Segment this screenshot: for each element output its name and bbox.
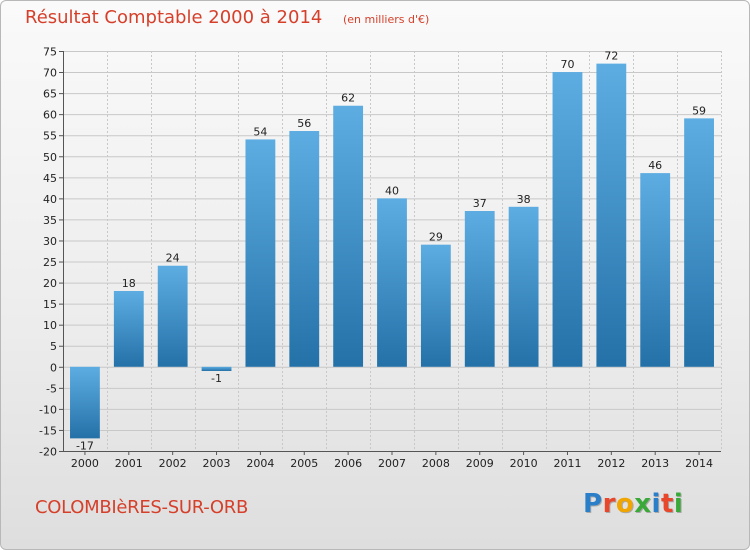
bar-2000 (70, 366, 100, 439)
x-tick-label: 2001 (115, 457, 143, 470)
y-tick-label: 55 (43, 130, 57, 143)
logo-letter: o (615, 489, 635, 519)
bar-2004 (245, 139, 276, 367)
x-tick-label: 2000 (71, 457, 99, 470)
bar-2003 (201, 366, 232, 371)
x-tick-label: 2005 (290, 457, 318, 470)
logo-letter: x (634, 489, 652, 519)
data-label: 62 (341, 92, 355, 105)
bar-2010 (508, 206, 539, 367)
y-tick-label: 10 (43, 319, 57, 332)
bar-2012 (596, 63, 627, 367)
y-tick-label: 45 (43, 172, 57, 185)
x-tick-label: 2009 (466, 457, 494, 470)
x-tick-label: 2014 (685, 457, 713, 470)
logo-letter: t (660, 489, 674, 519)
y-tick-label: 65 (43, 88, 57, 101)
y-tick-label: 50 (43, 151, 57, 164)
x-tick-label: 2008 (422, 457, 450, 470)
y-tick-label: 30 (43, 235, 57, 248)
x-tick-label: 2012 (597, 457, 625, 470)
bar-2013 (640, 173, 671, 367)
data-label: 40 (385, 184, 399, 197)
y-tick-label: 15 (43, 298, 57, 311)
data-label: -17 (76, 439, 94, 452)
bar-2007 (377, 198, 407, 367)
data-label: 24 (166, 252, 180, 265)
y-tick-label: -10 (39, 403, 57, 416)
bar-2005 (289, 131, 320, 367)
y-tick-label: -5 (46, 382, 57, 395)
bar-2014 (684, 118, 714, 367)
x-tick-label: 2002 (159, 457, 187, 470)
logo-letter: r (602, 489, 616, 519)
bar-2008 (420, 244, 451, 367)
town-name: COLOMBIèRES-SUR-ORB (35, 497, 249, 518)
data-label: 38 (517, 193, 531, 206)
data-label: 18 (122, 277, 136, 290)
x-tick-label: 2004 (246, 457, 274, 470)
data-label: 59 (692, 104, 706, 117)
y-tick-label: 35 (43, 214, 57, 227)
x-tick-label: 2003 (203, 457, 231, 470)
proxiti-logo: Proxiti (583, 489, 683, 519)
data-label: 29 (429, 231, 443, 244)
y-tick-label: 25 (43, 256, 57, 269)
y-tick-label: 40 (43, 193, 57, 206)
y-tick-label: 75 (43, 46, 57, 59)
x-tick-label: 2010 (510, 457, 538, 470)
y-tick-label: 60 (43, 109, 57, 122)
bars-layer: -17 18 24 -1 54 56 62 40 29 37 38 70 72 46 59 (70, 50, 714, 452)
y-tick-label: 70 (43, 67, 57, 80)
data-label: 54 (253, 125, 267, 138)
data-label: 56 (297, 117, 311, 130)
x-tick-label: 2007 (378, 457, 406, 470)
axis-layer: -20 -15 -10 -5 0 5 10 15 20 25 30 35 40 45 50 55 60 65 70 7… (39, 46, 721, 470)
bar-2009 (464, 211, 495, 367)
logo-letter: P (583, 489, 603, 519)
y-tick-label: -15 (39, 424, 57, 437)
data-label: 46 (648, 159, 662, 172)
x-tick-label: 2011 (553, 457, 581, 470)
chart-title: Résultat Comptable 2000 à 2014 (25, 7, 323, 28)
y-tick-label: 20 (43, 277, 57, 290)
data-label: 70 (560, 58, 574, 71)
x-tick-label: 2013 (641, 457, 669, 470)
bar-2011 (552, 72, 583, 367)
logo-letter: i (673, 489, 684, 519)
data-label: 72 (604, 50, 618, 63)
data-label: 37 (473, 197, 487, 210)
x-tick-label: 2006 (334, 457, 362, 470)
y-tick-label: -20 (39, 446, 57, 459)
logo-letter: i (651, 489, 661, 519)
y-tick-label: 0 (50, 361, 57, 374)
chart-subtitle: (en milliers d'€) (343, 13, 430, 26)
data-label: -1 (211, 372, 222, 385)
bar-2006 (333, 105, 364, 367)
bar-2002 (157, 265, 188, 367)
bar-2001 (113, 291, 144, 367)
y-tick-label: 5 (50, 340, 57, 353)
